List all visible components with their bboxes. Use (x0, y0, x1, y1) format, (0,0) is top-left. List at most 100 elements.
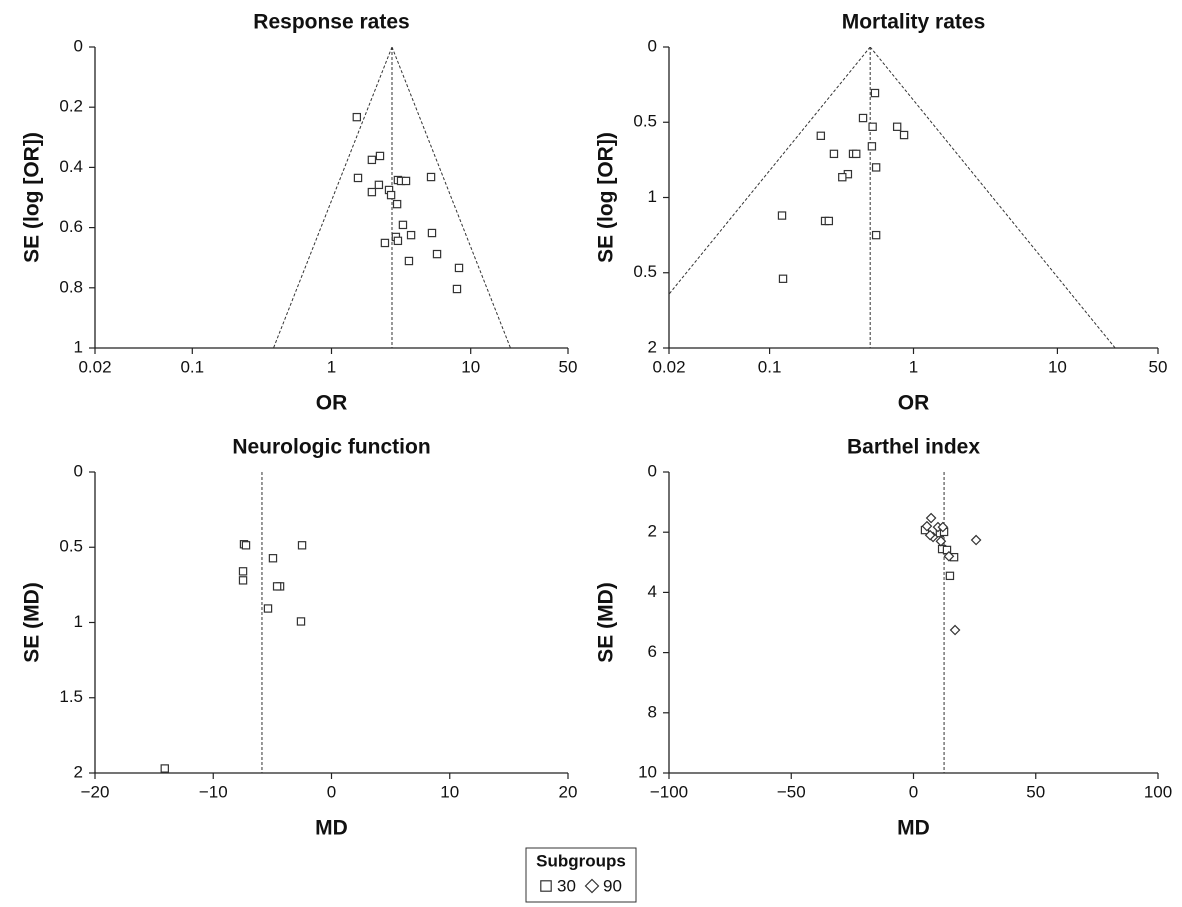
point (296, 617, 306, 626)
y-tick-label: 4 (648, 582, 657, 601)
y-tick-label: 0.6 (59, 217, 83, 236)
chart-title: Barthel index (847, 436, 980, 459)
x-tick-label: 20 (559, 782, 578, 801)
y-tick-label: 1.5 (59, 687, 83, 706)
point (297, 541, 307, 550)
legend-label: 30 (557, 876, 576, 895)
x-tick-label: 10 (440, 782, 459, 801)
point (380, 238, 390, 248)
point (871, 230, 881, 240)
point (824, 216, 834, 226)
legend-title: Subgroups (536, 851, 626, 870)
y-tick-label: 2 (74, 762, 83, 781)
funnel-line (869, 47, 1116, 348)
point (404, 256, 414, 266)
point (263, 604, 273, 613)
y-tick-label: 0.4 (59, 157, 83, 176)
y-tick-label: 0 (74, 461, 83, 480)
chart-title: Neurologic function (232, 436, 430, 459)
y-axis-label: SE (MD) (21, 582, 44, 663)
x-axis-label: OR (316, 392, 348, 415)
point (353, 173, 363, 183)
y-tick-label: 0.2 (59, 97, 83, 116)
point (925, 512, 937, 524)
point (352, 112, 362, 122)
x-tick-label: 0 (909, 782, 918, 801)
point (406, 230, 416, 240)
funnel-line (669, 47, 871, 295)
y-tick-label: 1 (74, 337, 83, 356)
point (398, 220, 408, 230)
point (432, 249, 442, 259)
point (892, 122, 902, 131)
point (816, 131, 826, 140)
x-tick-label: 1 (909, 357, 918, 376)
point (367, 187, 377, 197)
y-tick-label: 8 (648, 702, 657, 721)
x-tick-label: 10 (1048, 357, 1067, 376)
x-tick-label: −10 (199, 782, 228, 801)
funnel-line (391, 47, 511, 348)
point (899, 130, 909, 140)
y-tick-label: 0 (648, 36, 657, 55)
point (945, 571, 955, 581)
point (777, 211, 787, 220)
point (454, 263, 464, 273)
point (452, 284, 462, 294)
point (921, 520, 933, 532)
point (871, 163, 881, 172)
y-tick-label: 0.8 (59, 277, 83, 296)
x-tick-label: 100 (1144, 782, 1172, 801)
chart-title: Mortality rates (842, 11, 986, 34)
y-tick-label: 2 (648, 522, 657, 541)
y-tick-label: 0.5 (633, 112, 657, 131)
chart-title: Response rates (253, 11, 409, 34)
point (426, 172, 436, 182)
point (386, 190, 396, 200)
point (924, 529, 936, 541)
x-tick-label: −20 (81, 782, 110, 801)
point (858, 113, 868, 123)
point (838, 172, 847, 182)
point (868, 122, 877, 131)
y-axis-label: SE (log [OR]) (595, 132, 618, 263)
x-axis-label: OR (898, 392, 930, 415)
x-tick-label: 0.02 (652, 357, 685, 376)
x-tick-label: −50 (777, 782, 806, 801)
point (937, 521, 949, 533)
point (970, 534, 982, 546)
x-tick-label: 1 (327, 357, 336, 376)
point (238, 576, 248, 585)
point (392, 199, 402, 209)
x-tick-label: 50 (1149, 357, 1168, 376)
panel: Barthel index MD SE (MD) 0 2 4 6 8 10−100 −50 0 50 1… (595, 436, 1173, 840)
y-tick-label: 0.5 (59, 537, 83, 556)
x-axis-label: MD (315, 817, 348, 840)
panel: Response rates OR SE (log [OR]) 0 0.2 0.4 0.6 0… (21, 11, 578, 415)
x-tick-label: 0.1 (758, 357, 782, 376)
y-tick-label: 1 (74, 612, 83, 631)
funnel-line (273, 47, 393, 348)
point (375, 151, 385, 161)
point (241, 541, 251, 550)
y-tick-label: 1 (648, 187, 657, 206)
panel: Neurologic function MD SE (MD) 0 0.5 1 1.5 2−20… (21, 436, 578, 840)
point (160, 764, 169, 773)
legend-box (525, 847, 637, 903)
point (943, 550, 955, 562)
y-tick-label: 0 (648, 461, 657, 480)
y-tick-label: 10 (638, 762, 657, 781)
point (401, 176, 411, 186)
point (427, 228, 437, 238)
point (374, 180, 384, 190)
x-tick-label: 0.1 (180, 357, 204, 376)
y-axis-label: SE (MD) (595, 582, 618, 663)
point (935, 535, 947, 547)
point (393, 236, 403, 246)
point (829, 149, 839, 159)
legend-marker (584, 878, 600, 894)
point (778, 274, 788, 283)
x-tick-label: −100 (650, 782, 688, 801)
point (852, 149, 861, 159)
